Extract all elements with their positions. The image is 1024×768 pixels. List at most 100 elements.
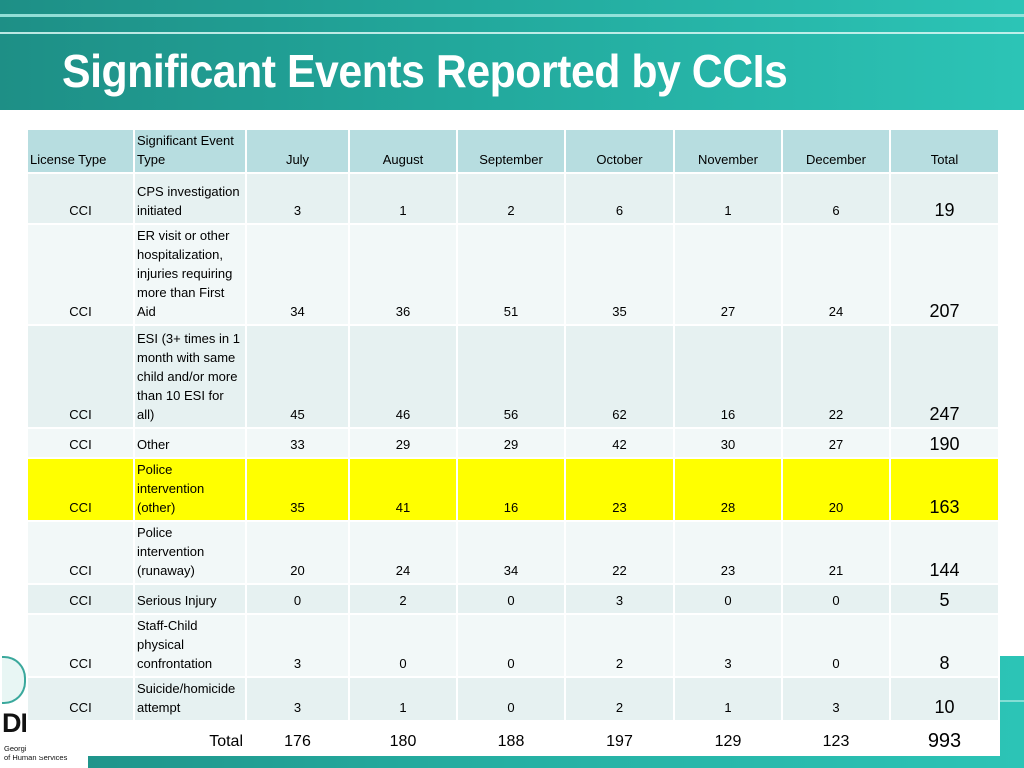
- cell-month-value: 2: [564, 676, 675, 722]
- cell-row-total: 144: [889, 520, 1000, 585]
- cell-license-type: CCI: [26, 613, 135, 678]
- table-row: CCI CPS investigation initiated 3 1 2 6 1 6 19: [26, 172, 1000, 225]
- cell-month-value: 27: [673, 223, 783, 326]
- cell-month-value: 3: [245, 676, 350, 722]
- cell-month-value: 1: [348, 676, 458, 722]
- cell-month-value: 0: [456, 583, 566, 615]
- cell-month-value: 42: [564, 427, 675, 459]
- cell-row-total: 5: [889, 583, 1000, 615]
- table-row: CCI ER visit or other hospitalization, in…: [26, 223, 1000, 326]
- cell-event-type: Serious Injury: [133, 583, 247, 615]
- cell-month-value: 22: [781, 324, 891, 429]
- cell-event-type: ESI (3+ times in 1 month with same child…: [133, 324, 247, 429]
- cell-month-value: 3: [245, 172, 350, 225]
- cell-month-value: 34: [456, 520, 566, 585]
- cell-month-value: 23: [673, 520, 783, 585]
- cell-month-total: 197: [564, 720, 675, 756]
- cell-license-type: CCI: [26, 427, 135, 459]
- cell-month-total: 129: [673, 720, 783, 756]
- slide-title: Significant Events Reported by CCIs: [62, 45, 788, 97]
- cell-month-value: 46: [348, 324, 458, 429]
- cell-month-value: 27: [781, 427, 891, 459]
- cell-event-type: Police intervention (runaway): [133, 520, 247, 585]
- header-band: [0, 0, 1024, 110]
- cell-month-value: 21: [781, 520, 891, 585]
- cell-row-total: 163: [889, 457, 1000, 522]
- header-accent-line-2: [0, 32, 1024, 34]
- cell-row-total: 10: [889, 676, 1000, 722]
- cell-event-type: Suicide/homicide attempt: [133, 676, 247, 722]
- cell-license-type: CCI: [26, 457, 135, 522]
- cell-month-value: 20: [245, 520, 350, 585]
- cell-month-value: 1: [673, 172, 783, 225]
- cell-month-value: 0: [245, 583, 350, 615]
- cell-month-value: 23: [564, 457, 675, 522]
- header-accent-line: [0, 14, 1024, 17]
- cell-month-value: 0: [348, 613, 458, 678]
- cell-month-total: 123: [781, 720, 891, 756]
- cell-month-value: 51: [456, 223, 566, 326]
- cell-month-value: 6: [564, 172, 675, 225]
- table-row: CCI ESI (3+ times in 1 month with same ch…: [26, 324, 1000, 429]
- cell-row-total: 8: [889, 613, 1000, 678]
- table-row: CCI Police intervention (runaway) 20 24 34 22…: [26, 520, 1000, 585]
- cell-license-type: CCI: [26, 520, 135, 585]
- header-december: December: [781, 128, 891, 174]
- header-november: November: [673, 128, 783, 174]
- cell-month-value: 20: [781, 457, 891, 522]
- cell-month-total: 188: [456, 720, 566, 756]
- header-august: August: [348, 128, 458, 174]
- header-october: October: [564, 128, 675, 174]
- cell-month-value: 24: [348, 520, 458, 585]
- cell-event-type: Staff-Child physical confrontation: [133, 613, 247, 678]
- cell-month-value: 33: [245, 427, 350, 459]
- cell-month-value: 24: [781, 223, 891, 326]
- cell-license-type: CCI: [26, 223, 135, 326]
- cell-month-value: 2: [564, 613, 675, 678]
- header-event-type: Significant Event Type: [133, 128, 247, 174]
- cell-month-value: 0: [673, 583, 783, 615]
- cell-month-value: 29: [456, 427, 566, 459]
- table-row: CCI Police intervention (other) 35 41 16 23 28…: [26, 457, 1000, 522]
- cell-grand-total: 993: [889, 720, 1000, 756]
- cell-month-value: 36: [348, 223, 458, 326]
- cell-month-value: 28: [673, 457, 783, 522]
- cell-month-value: 3: [781, 676, 891, 722]
- cell-license-type: CCI: [26, 324, 135, 429]
- cell-month-value: 34: [245, 223, 350, 326]
- table-row: CCI Serious Injury 0 2 0 3 0 0 5: [26, 583, 1000, 615]
- cell-month-value: 35: [245, 457, 350, 522]
- cell-month-value: 1: [673, 676, 783, 722]
- cell-month-value: 0: [456, 613, 566, 678]
- cell-month-value: 29: [348, 427, 458, 459]
- cell-month-value: 30: [673, 427, 783, 459]
- cell-month-value: 41: [348, 457, 458, 522]
- cell-month-value: 0: [456, 676, 566, 722]
- table-row: CCI Suicide/homicide attempt 3 1 0 2 1 3 10: [26, 676, 1000, 722]
- cell-row-total: 207: [889, 223, 1000, 326]
- table-row: CCI Staff-Child physical confrontation 3 0 0…: [26, 613, 1000, 678]
- table-row: CCI Other 33 29 29 42 30 27 190: [26, 427, 1000, 459]
- header-july: July: [245, 128, 350, 174]
- cell-event-type: Other: [133, 427, 247, 459]
- cell-month-value: 35: [564, 223, 675, 326]
- cell-month-value: 22: [564, 520, 675, 585]
- cell-month-value: 2: [348, 583, 458, 615]
- total-label: Total: [26, 720, 247, 756]
- table-header-row: License Type Significant Event Type July…: [26, 128, 1000, 174]
- header-september: September: [456, 128, 566, 174]
- header-license-type: License Type: [26, 128, 135, 174]
- header-total: Total: [889, 128, 1000, 174]
- cell-month-value: 3: [564, 583, 675, 615]
- cell-month-value: 2: [456, 172, 566, 225]
- cell-month-value: 45: [245, 324, 350, 429]
- cell-row-total: 190: [889, 427, 1000, 459]
- cell-event-type: ER visit or other hospitalization, injur…: [133, 223, 247, 326]
- cell-month-value: 0: [781, 583, 891, 615]
- events-table: License Type Significant Event Type July…: [26, 128, 1000, 756]
- cell-month-total: 180: [348, 720, 458, 756]
- cell-license-type: CCI: [26, 583, 135, 615]
- cell-row-total: 19: [889, 172, 1000, 225]
- cell-license-type: CCI: [26, 676, 135, 722]
- cell-month-value: 16: [673, 324, 783, 429]
